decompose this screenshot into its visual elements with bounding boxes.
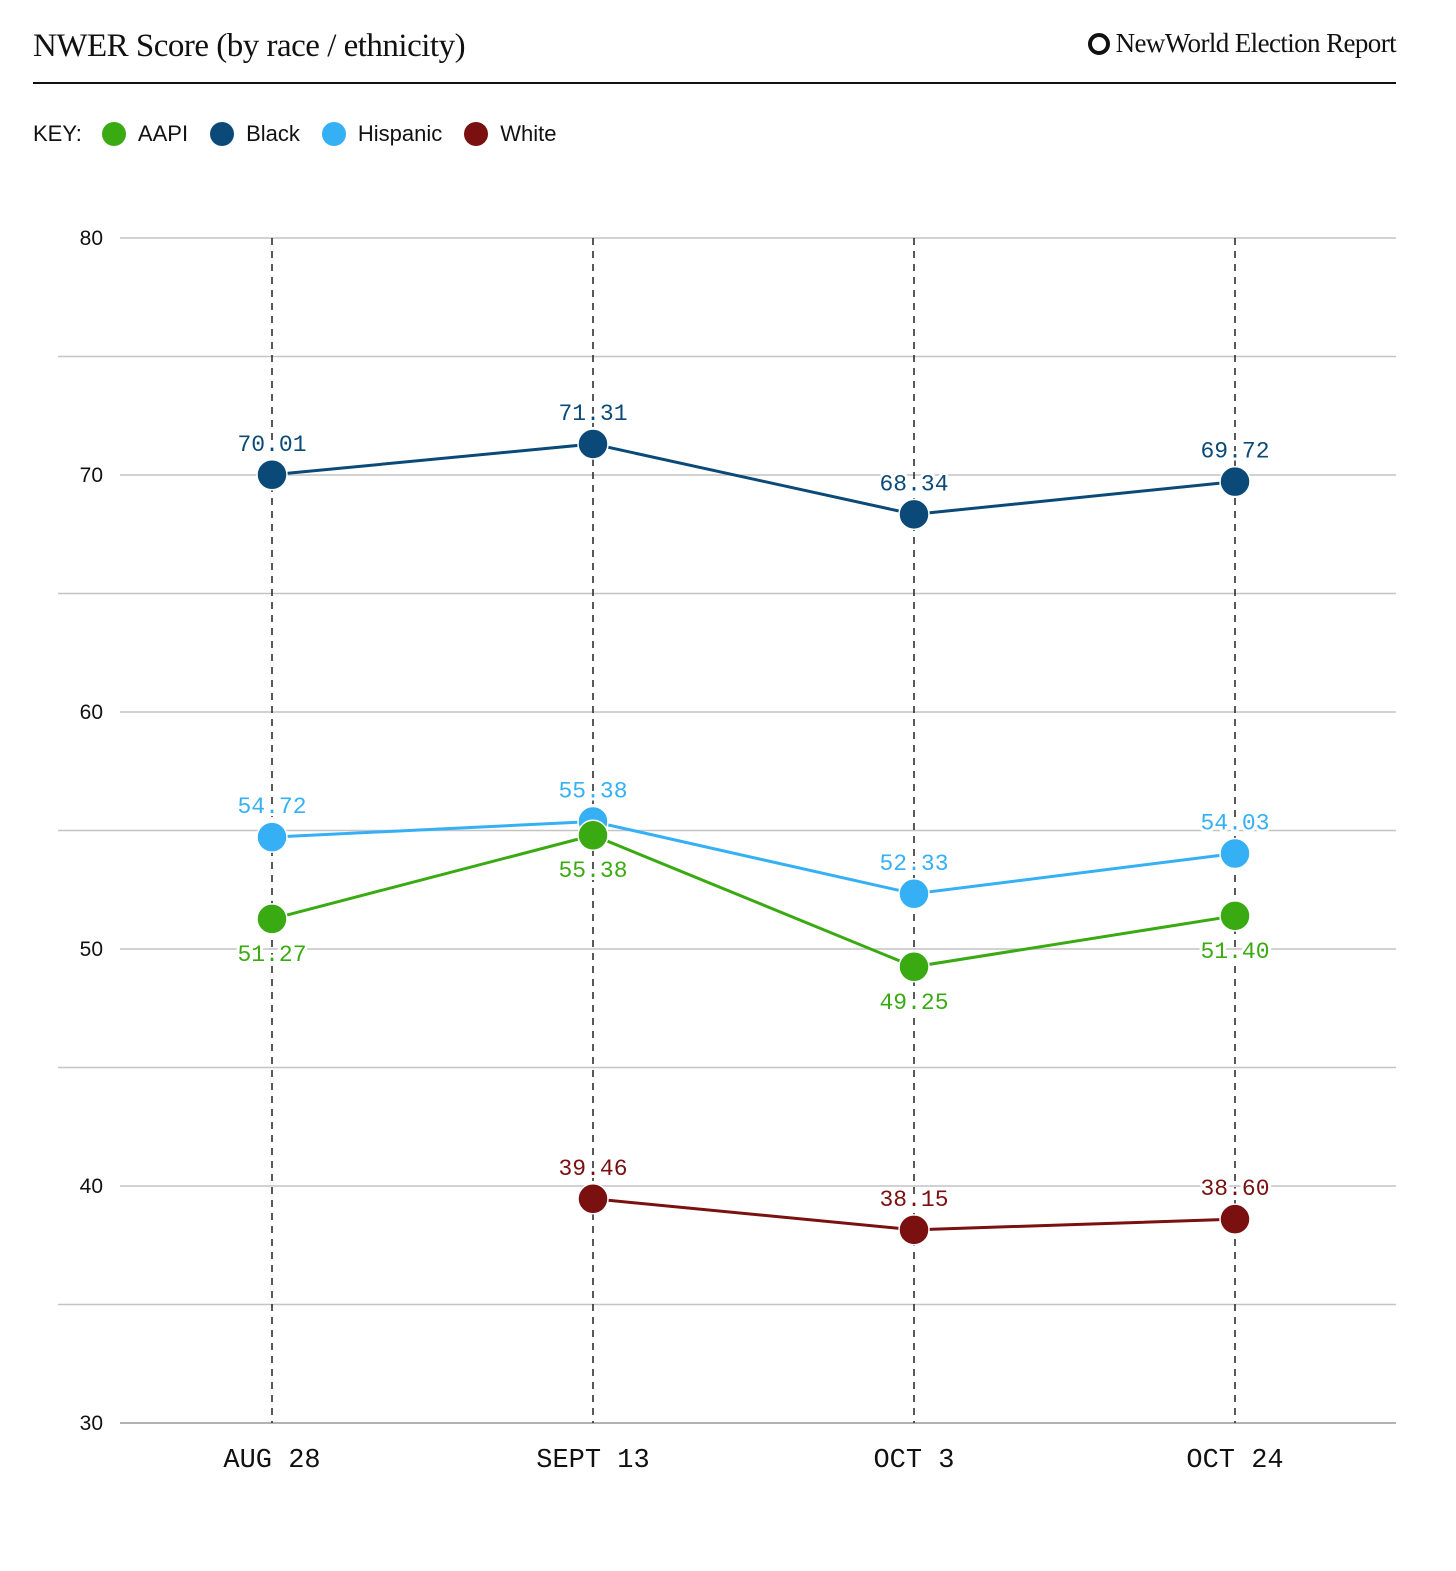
data-point-white [1219,1203,1251,1235]
header-divider [33,82,1396,84]
brand: NewWorld Election Report [1087,28,1397,59]
y-tick-label: 60 [80,701,103,724]
data-label-aapi: 49.25 [879,990,948,1016]
data-point-aapi [256,903,288,935]
data-point-black [577,428,609,460]
data-label-black: 68.34 [879,471,948,497]
data-point-hispanic [1219,837,1251,870]
data-point-aapi [577,819,609,851]
ring-logo-icon [1087,32,1110,55]
data-point-black [256,459,288,491]
data-label-white: 38.15 [879,1187,948,1213]
legend-item-hispanic: Hispanic [321,121,443,147]
legend-dot-white [464,122,489,146]
data-label-hispanic: 55.38 [558,778,627,804]
y-tick-label: 80 [80,227,103,250]
data-point-aapi [1219,900,1251,932]
series-line-black [271,442,1236,516]
x-tick-label: SEPT 13 [536,1446,649,1476]
data-point-white [898,1214,930,1246]
legend-item-aapi: AAPI [101,121,189,147]
brand-name: NewWorld Election Report [1115,28,1397,58]
data-label-black: 71.31 [558,401,627,427]
data-label-black: 69.72 [1200,439,1269,465]
data-label-hispanic: 54.72 [237,794,306,820]
data-label-aapi: 51.40 [1200,939,1269,965]
data-label-hispanic: 54.03 [1200,810,1269,836]
data-point-black [898,498,930,531]
legend-dot-hispanic [321,122,346,146]
data-label-white: 38.60 [1200,1176,1269,1202]
legend-item-white: White [464,121,556,147]
series-line-hispanic [271,819,1236,896]
y-tick-label: 40 [80,1175,103,1198]
legend: KEY: AAPI Black Hispanic White [33,121,578,147]
legend-label-hispanic: Hispanic [357,121,443,146]
y-tick-label: 30 [80,1412,103,1435]
data-label-white: 39.46 [558,1156,627,1182]
legend-label-white: White [500,121,557,146]
data-point-hispanic [256,821,288,853]
data-label-hispanic: 52.33 [879,851,948,877]
legend-dot-aapi [101,122,126,146]
x-tick-label: OCT 24 [1186,1446,1283,1476]
data-label-black: 70.01 [237,432,306,458]
x-tick-label: AUG 28 [223,1446,320,1476]
data-point-black [1219,465,1251,498]
data-point-hispanic [898,878,930,910]
y-tick-label: 70 [80,464,103,487]
data-label-aapi: 51.27 [237,942,306,968]
data-label-aapi: 55.38 [558,858,627,884]
legend-key-label: KEY: [33,121,82,146]
legend-label-black: Black [246,121,300,146]
data-point-aapi [898,951,930,983]
x-tick-label: OCT 3 [873,1446,954,1476]
chart-title: NWER Score (by race / ethnicity) [33,28,466,64]
data-point-white [577,1183,609,1215]
series-line-aapi [271,833,1236,969]
legend-item-black: Black [210,121,300,147]
y-tick-label: 50 [80,938,103,961]
legend-dot-black [210,122,235,146]
legend-label-aapi: AAPI [137,121,189,146]
